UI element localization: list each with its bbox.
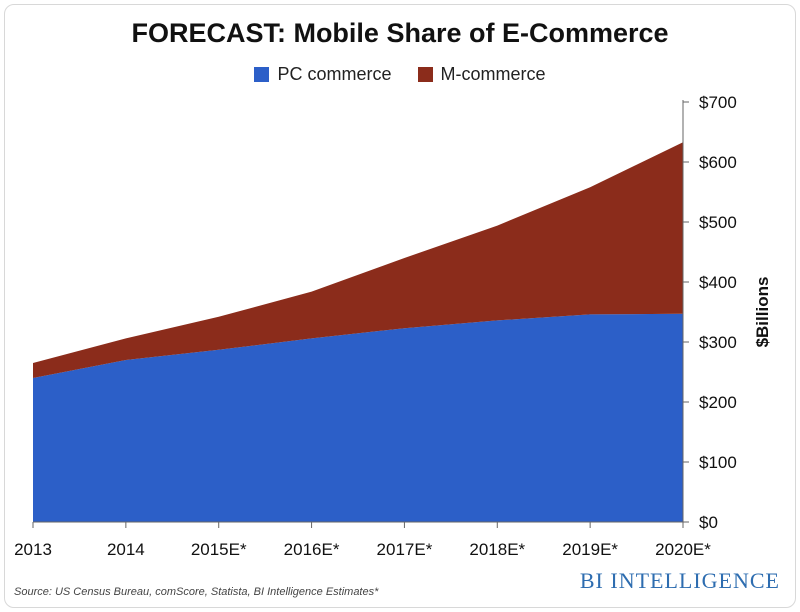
y-tick-label: $100 — [699, 453, 737, 472]
legend-swatch-m — [417, 67, 433, 82]
chart-title: FORECAST: Mobile Share of E-Commerce — [131, 18, 669, 48]
area-series-0 — [33, 313, 683, 522]
legend-item-m: M-commerce — [417, 64, 546, 85]
x-tick-label: 2013 — [14, 540, 52, 559]
legend-item-pc: PC commerce — [254, 64, 392, 85]
y-axis-title: $Billions — [753, 277, 772, 348]
axes-layer: 2013 2014 2015E* 2016E* 2017E* 2018E* 2019E* 20… — [14, 93, 772, 559]
areas-layer — [33, 142, 683, 522]
legend-label-pc: PC commerce — [277, 64, 392, 84]
y-tick-label: $600 — [699, 153, 737, 172]
source-note: Source: US Census Bureau, comScore, Stat… — [14, 586, 379, 598]
y-tick-label: $200 — [699, 393, 737, 412]
legend: PC commerce M-commerce — [0, 64, 800, 85]
x-tick-label: 2018E* — [469, 540, 525, 559]
area-series-1 — [33, 142, 683, 378]
brand-logo: BI INTELLIGENCE — [579, 568, 780, 593]
x-tick-label: 2020E* — [655, 540, 711, 559]
x-tick-label: 2017E* — [377, 540, 433, 559]
x-tick-label: 2014 — [107, 540, 145, 559]
chart-frame — [4, 4, 796, 608]
y-tick-label: $0 — [699, 513, 718, 532]
x-tick-label: 2019E* — [562, 540, 618, 559]
x-tick-label: 2015E* — [191, 540, 247, 559]
legend-swatch-pc — [254, 67, 270, 82]
y-tick-label: $400 — [699, 273, 737, 292]
x-tick-label: 2016E* — [284, 540, 340, 559]
y-tick-label: $700 — [699, 93, 737, 112]
legend-label-m: M-commerce — [440, 64, 546, 84]
y-tick-label: $500 — [699, 213, 737, 232]
y-tick-label: $300 — [699, 333, 737, 352]
